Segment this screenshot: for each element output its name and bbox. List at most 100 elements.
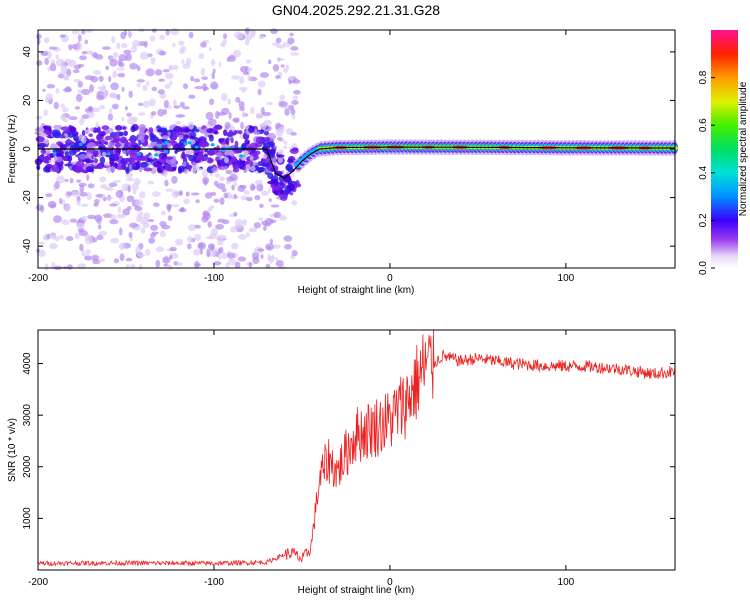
amplitude-blob	[257, 80, 266, 88]
amplitude-blob	[173, 105, 181, 109]
amplitude-blob	[66, 191, 73, 197]
amplitude-blob	[190, 75, 195, 82]
amplitude-blob	[50, 59, 56, 65]
amplitude-blob	[191, 136, 196, 140]
amplitude-blob	[114, 162, 118, 169]
amplitude-blob	[59, 134, 66, 139]
amplitude-blob	[290, 108, 296, 115]
amplitude-blob	[109, 203, 118, 207]
y-tick-label: 1000	[22, 507, 33, 530]
amplitude-blob	[81, 135, 87, 144]
amplitude-blob	[150, 111, 157, 116]
amplitude-blob	[119, 136, 127, 144]
amplitude-blob	[287, 158, 294, 164]
amplitude-blob	[217, 237, 224, 246]
amplitude-blob	[169, 80, 173, 86]
amplitude-blob	[116, 67, 125, 71]
amplitude-blob	[203, 153, 208, 157]
amplitude-blob	[181, 59, 185, 64]
amplitude-blob	[207, 159, 213, 164]
amplitude-blob	[213, 248, 218, 253]
amplitude-blob	[249, 155, 254, 161]
amplitude-blob	[65, 236, 74, 242]
amplitude-blob	[194, 85, 204, 90]
amplitude-blob	[104, 141, 108, 145]
amplitude-blob	[60, 64, 68, 73]
amplitude-blob	[234, 219, 244, 228]
amplitude-blob	[284, 108, 290, 116]
amplitude-blob	[48, 46, 58, 50]
amplitude-blob	[124, 106, 128, 111]
colorbar: 0.0 0.2 0.4 0.6 0.8 Normalized spectral ampl…	[698, 30, 749, 275]
amplitude-blob	[178, 167, 183, 174]
amplitude-blob	[115, 125, 123, 131]
amplitude-blob	[68, 116, 78, 120]
amplitude-blob	[287, 37, 295, 45]
amplitude-blob	[263, 136, 271, 142]
amplitude-blob	[165, 29, 170, 36]
amplitude-blob	[44, 263, 49, 272]
amplitude-blob	[81, 29, 86, 35]
amplitude-blob	[140, 156, 146, 162]
amplitude-blob	[135, 246, 141, 255]
amplitude-blob	[247, 75, 252, 82]
amplitude-blob	[157, 167, 162, 173]
amplitude-blob	[245, 232, 250, 238]
amplitude-blob	[267, 253, 271, 262]
amplitude-blob	[101, 125, 110, 130]
amplitude-blob	[112, 137, 120, 144]
amplitude-blob	[194, 233, 202, 241]
amplitude-blob	[54, 181, 60, 190]
amplitude-blob	[223, 192, 229, 199]
amplitude-blob	[36, 33, 42, 40]
amplitude-blob	[231, 242, 239, 250]
amplitude-blob	[145, 68, 155, 77]
colorbar-tick-label: 0.4	[698, 165, 709, 179]
amplitude-blob	[85, 249, 91, 255]
amplitude-blob	[201, 169, 209, 177]
amplitude-blob	[176, 261, 183, 267]
amplitude-blob	[68, 148, 77, 156]
amplitude-blob	[169, 246, 177, 252]
amplitude-blob	[207, 243, 216, 250]
amplitude-blob	[239, 154, 244, 158]
amplitude-blob	[55, 153, 63, 157]
amplitude-blob	[257, 248, 265, 252]
amplitude-blob	[99, 258, 106, 263]
amplitude-blob	[283, 145, 288, 150]
amplitude-blob	[264, 217, 274, 225]
amplitude-blob	[40, 157, 48, 161]
amplitude-blob	[74, 232, 80, 240]
amplitude-blob	[116, 213, 126, 219]
amplitude-blob	[103, 89, 109, 97]
amplitude-blob	[109, 58, 118, 67]
amplitude-blob	[163, 263, 169, 267]
amplitude-blob	[139, 216, 148, 225]
amplitude-blob	[71, 29, 80, 35]
amplitude-blob	[84, 236, 94, 245]
amplitude-blob	[136, 83, 142, 88]
amplitude-blob	[115, 162, 125, 171]
amplitude-blob	[234, 261, 241, 269]
amplitude-blob	[147, 157, 153, 162]
amplitude-blob	[135, 199, 144, 207]
amplitude-blob	[158, 50, 166, 56]
amplitude-blob	[149, 35, 156, 42]
amplitude-blob	[266, 102, 273, 106]
amplitude-blob	[126, 195, 135, 203]
amplitude-blob	[107, 141, 114, 149]
amplitude-blob	[204, 142, 210, 147]
amplitude-blob	[187, 243, 192, 250]
amplitude-blob	[274, 257, 279, 261]
amplitude-blob	[242, 218, 247, 226]
amplitude-blob	[290, 131, 297, 136]
amplitude-blob	[131, 166, 139, 171]
amplitude-blob	[290, 46, 299, 51]
amplitude-blob	[143, 100, 150, 108]
amplitude-blob	[167, 264, 173, 271]
amplitude-blob	[44, 57, 49, 66]
amplitude-blob	[105, 65, 110, 71]
amplitude-blob	[278, 101, 288, 107]
amplitude-blob	[53, 155, 63, 163]
